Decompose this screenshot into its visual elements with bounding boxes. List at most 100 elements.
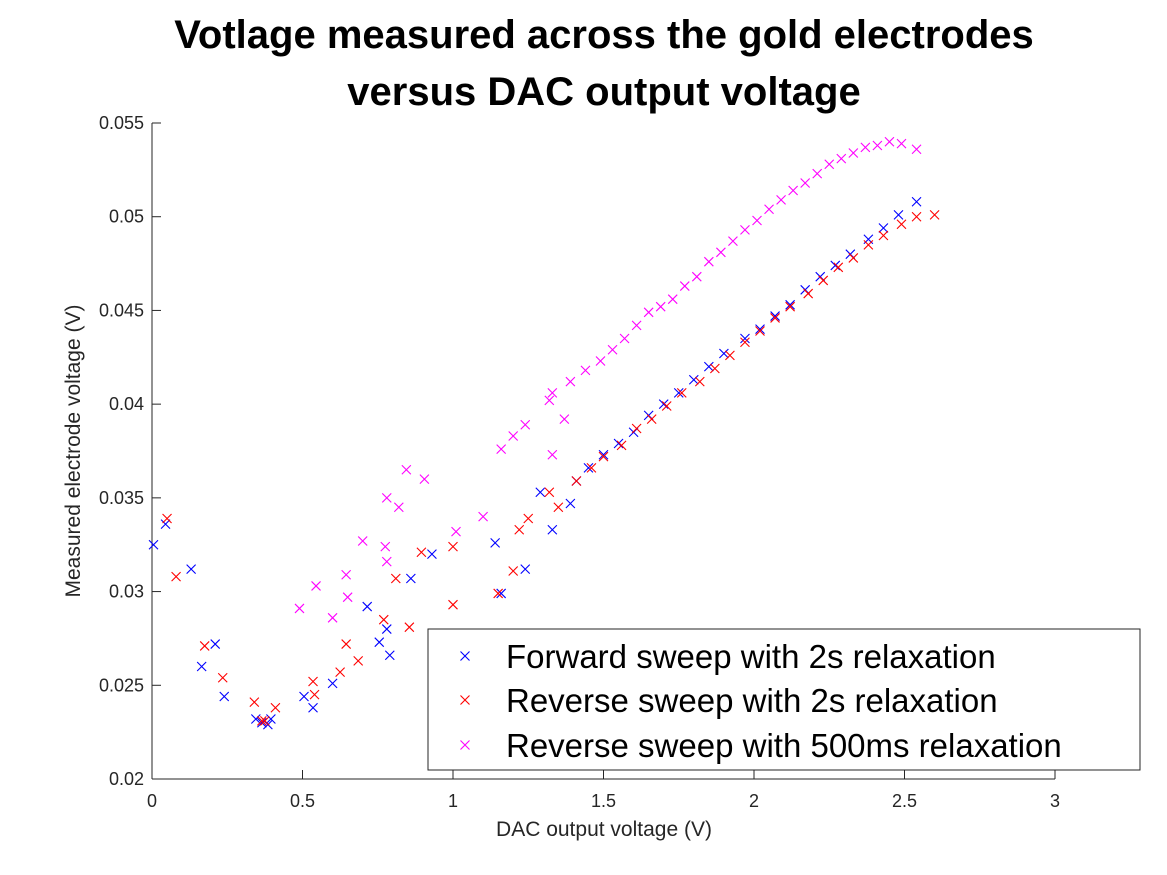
data-point [523,513,534,524]
data-point [544,487,555,498]
data-point [703,361,714,372]
data-point [833,262,844,273]
data-point [219,691,230,702]
legend-marker [460,695,470,705]
data-point [812,168,823,179]
data-point [911,144,922,155]
y-tick-label: 0.025 [99,675,144,695]
data-point [547,388,558,398]
data-point [256,717,267,728]
x-tick-label: 2 [749,791,759,811]
legend: Forward sweep with 2s relaxation Reverse … [427,628,1141,771]
data-point [493,588,504,599]
data-point [694,376,705,387]
data-point [688,374,699,385]
data-point [613,438,624,449]
data-point [776,194,786,205]
y-axis-label: Measured electrode voltage (V) [62,305,85,598]
x-tick-label: 2.5 [892,791,917,811]
data-point [270,702,281,713]
data-point [764,204,774,215]
axes: 0 0.5 1 1.5 2 2.5 3 0.02 0.025 0.03 0.035 0.04 0.045… [99,113,1060,811]
data-point [740,224,750,235]
data-point [401,464,412,475]
x-tick-label: 1.5 [591,791,616,811]
data-point [535,487,546,498]
data-point [160,519,171,529]
legend-entry-label: Reverse sweep with 2s relaxation [506,682,998,719]
data-point [393,502,404,513]
data-point [249,697,260,708]
chart-title-line-1: Votlage measured across the gold electro… [174,13,1034,57]
y-tick-label: 0.035 [99,488,144,508]
data-point [390,573,401,584]
data-point [740,333,750,344]
data-point [631,423,642,434]
data-point [171,571,181,582]
data-point [785,301,796,312]
data-point [860,142,871,153]
data-point [598,451,609,462]
data-point [341,639,352,649]
data-point [496,444,507,455]
data-point [752,215,762,226]
series-3 [294,136,922,623]
data-point [818,275,829,286]
x-tick-label: 3 [1050,791,1060,811]
data-point [740,337,750,348]
data-point [896,219,907,230]
data-point [863,239,874,250]
data-point [929,209,940,220]
data-point [490,537,501,548]
data-point [448,541,458,552]
data-point [299,691,309,702]
data-point [878,223,889,233]
data-point [824,159,835,170]
data-point [217,672,228,683]
data-point [199,641,210,651]
data-point [788,185,799,196]
data-points [148,136,940,730]
data-point [353,656,364,666]
data-point [655,301,666,312]
data-point [508,431,519,441]
data-point [384,650,395,661]
data-point [679,281,690,291]
data-point [646,414,657,425]
data-point [196,661,207,672]
legend-marker [460,740,470,750]
data-point [547,524,558,535]
y-tick-label: 0.04 [109,394,144,414]
data-point [598,449,609,460]
data-point [643,307,654,318]
data-point [725,350,735,361]
data-point [884,136,895,147]
data-point [162,513,172,524]
data-point [378,614,389,625]
data-point [448,599,458,610]
data-point [658,399,669,410]
x-axis-label: DAC output voltage (V) [496,818,712,841]
data-point [803,288,814,299]
data-point [716,247,726,258]
data-point [210,639,221,649]
data-point [553,502,564,513]
data-point [508,566,519,576]
data-point [703,256,714,267]
chart-title-line-2: versus DAC output voltage [347,70,860,114]
data-point [514,524,525,535]
data-point [259,716,270,726]
data-point [872,140,883,151]
y-tick-label: 0.05 [109,207,144,227]
x-tick-label: 0.5 [290,791,315,811]
data-point [770,313,780,323]
data-point [565,376,576,387]
data-point [755,324,765,335]
data-point [785,299,796,310]
data-point [631,320,642,331]
data-point [404,622,415,633]
data-point [911,196,922,207]
data-point [380,541,391,552]
data-point [586,462,597,473]
